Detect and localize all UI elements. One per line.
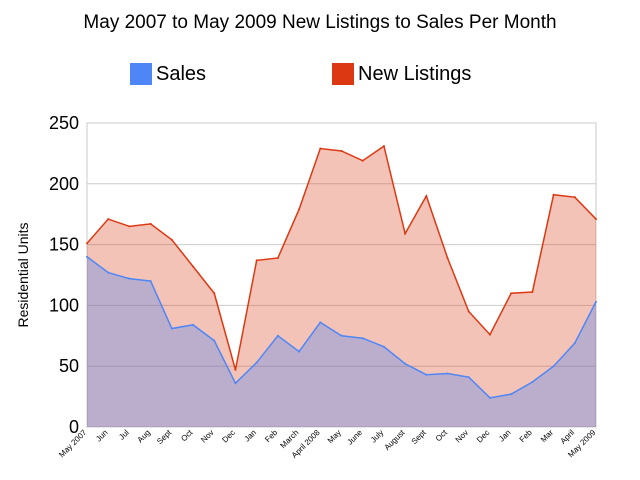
x-tick-label: Nov <box>199 428 215 444</box>
x-tick-label: Mar <box>539 428 555 444</box>
data-point-sales <box>276 334 279 337</box>
legend-item-new-listings: New Listings <box>332 62 471 86</box>
data-point-new-listings <box>510 292 513 295</box>
data-point-sales <box>149 280 152 283</box>
x-tick-label: July <box>369 428 385 444</box>
series-area-sales <box>87 256 596 427</box>
data-point-sales <box>595 300 597 303</box>
data-point-new-listings <box>128 225 131 228</box>
x-tick-label: Feb <box>518 428 535 445</box>
data-point-sales <box>382 345 385 348</box>
data-point-sales <box>192 323 195 326</box>
y-axis-label: Residential Units <box>15 222 31 327</box>
data-point-sales <box>446 372 449 375</box>
x-tick-label: August <box>383 428 408 453</box>
legend-item-sales: Sales <box>130 62 206 86</box>
x-tick-label: Sept <box>155 428 174 447</box>
x-tick-label: Dec <box>220 428 236 444</box>
chart-title: May 2007 to May 2009 New Listings to Sal… <box>83 12 557 33</box>
data-point-sales <box>213 339 216 342</box>
x-tick-label: Jan <box>243 428 258 443</box>
x-tick-label: Dec <box>475 428 491 444</box>
x-tick-label: April <box>559 428 577 446</box>
data-point-new-listings <box>404 232 407 235</box>
y-tick-label: 200 <box>49 174 79 194</box>
data-point-new-listings <box>467 310 470 313</box>
y-tick-label: 50 <box>59 356 79 376</box>
data-point-new-listings <box>573 196 576 199</box>
data-point-new-listings <box>149 222 152 225</box>
data-point-new-listings <box>276 256 279 259</box>
data-point-new-listings <box>234 368 237 371</box>
data-point-sales <box>319 321 322 324</box>
data-point-sales <box>510 393 513 396</box>
x-tick-label: Jul <box>117 428 131 442</box>
data-point-new-listings <box>382 145 385 148</box>
y-tick-label: 250 <box>49 113 79 133</box>
legend-label-sales: Sales <box>156 62 207 85</box>
data-point-new-listings <box>531 291 534 294</box>
data-point-sales <box>425 373 428 376</box>
data-point-sales <box>170 327 173 330</box>
data-point-new-listings <box>213 292 216 295</box>
legend-label-new-listings: New Listings <box>358 62 472 85</box>
data-point-sales <box>488 396 491 399</box>
data-point-new-listings <box>298 208 301 211</box>
y-tick-label: 0 <box>69 417 79 437</box>
x-tick-label: Jun <box>94 428 109 443</box>
data-point-new-listings <box>107 218 110 221</box>
data-point-new-listings <box>425 194 428 197</box>
data-point-new-listings <box>192 265 195 268</box>
x-tick-label: Oct <box>179 428 195 444</box>
data-point-sales <box>404 362 407 365</box>
x-tick-label: Nov <box>454 428 470 444</box>
legend-swatch-new-listings <box>332 63 354 85</box>
data-point-sales <box>361 337 364 340</box>
data-point-sales <box>531 381 534 384</box>
x-tick-label: Sept <box>410 428 429 447</box>
x-tick-label: Jan <box>497 428 512 443</box>
x-tick-label: June <box>345 428 364 447</box>
data-point-new-listings <box>446 256 449 259</box>
data-point-new-listings <box>552 193 555 196</box>
x-tick-label: Aug <box>136 428 152 444</box>
y-tick-label: 100 <box>49 295 79 315</box>
data-point-sales <box>86 255 88 258</box>
x-tick-label: May <box>326 428 343 445</box>
data-point-new-listings <box>170 238 173 241</box>
legend-swatch-sales <box>130 63 152 85</box>
data-point-sales <box>234 382 237 385</box>
data-point-sales <box>573 342 576 345</box>
x-tick-label: Oct <box>434 428 450 444</box>
data-point-sales <box>255 361 258 364</box>
data-point-sales <box>340 334 343 337</box>
data-point-sales <box>552 365 555 368</box>
data-point-new-listings <box>488 333 491 336</box>
data-point-new-listings <box>595 218 597 221</box>
data-point-new-listings <box>255 259 258 262</box>
data-point-sales <box>107 271 110 274</box>
data-point-new-listings <box>340 149 343 152</box>
data-point-sales <box>467 376 470 379</box>
data-point-new-listings <box>86 242 88 245</box>
y-tick-label: 150 <box>49 235 79 255</box>
data-point-new-listings <box>361 159 364 162</box>
data-point-sales <box>128 277 131 280</box>
data-point-new-listings <box>319 147 322 150</box>
data-point-sales <box>298 350 301 353</box>
series-area-new-listings <box>87 146 596 427</box>
x-tick-label: Feb <box>263 428 280 445</box>
